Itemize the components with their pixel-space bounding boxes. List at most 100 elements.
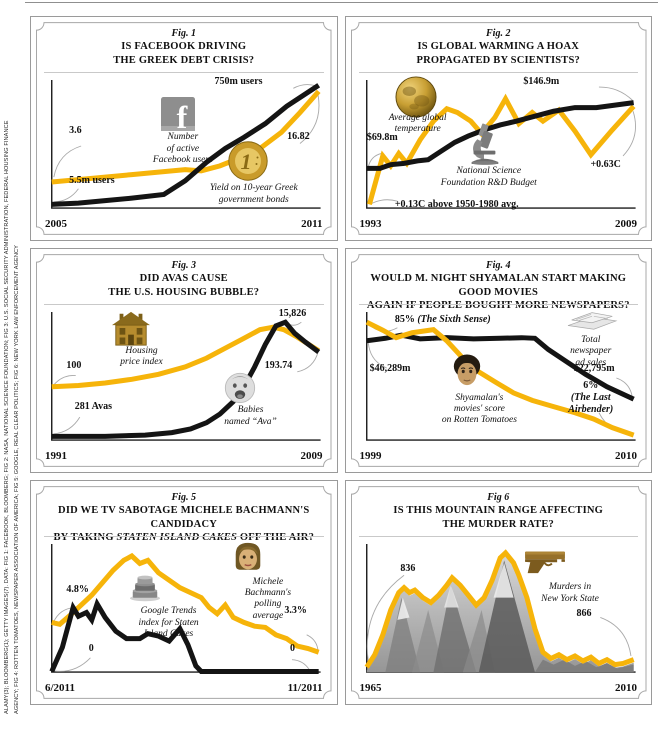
figure-number: Fig. 5 [171,492,196,503]
label-ad-sales-start: $46,289m [369,362,411,374]
x-axis-end-label: 2010 [615,682,637,694]
figure-title: WOULD M. NIGHT SHYAMALAN START MAKING GO… [366,273,630,312]
caption-housing-index: Housing price index [120,346,163,368]
figure-panel-2: Fig. 2 IS GLOBAL WARMING A HOAX PROPAGATE… [344,16,652,241]
figure-title: DID WE TV SABOTAGE MICHELE BACHMANN'S CA… [53,505,315,544]
caption-newspaper-ad-sales: Total newspaper ad sales [570,334,612,368]
label-housing-index-end: 193.74 [264,360,293,372]
panel-content: Fig. 3 DID AVAS CAUSE THE U.S. HOUSING BU… [44,259,324,463]
facebook-icon [161,97,195,131]
panel-frame-border [350,254,646,467]
figure-title: DID AVAS CAUSE THE U.S. HOUSING BUBBLE? [108,273,260,298]
chart-plot [44,540,324,681]
label-polling-end: 3.3% [284,604,307,616]
figure-panel-3: Fig. 3 DID AVAS CAUSE THE U.S. HOUSING BU… [30,248,338,473]
caption-babies-ava: Babies named “Ava” [224,405,277,427]
microscope-icon [465,123,503,165]
figure-panel-6: Fig 6 IS THIS MOUNTAIN RANGE AFFECTING TH… [344,480,652,705]
x-axis-labels: 1965 2010 [359,681,639,695]
figure-title: IS FACEBOOK DRIVING THE GREEK DEBT CRISIS… [113,41,255,66]
x-axis-labels: 1991 2009 [44,449,324,463]
caption-greek-bonds: Yield on 10-year Greek government bonds [209,183,298,205]
title-divider [44,304,324,305]
label-avas-start: 281 Avas [74,401,113,413]
figures-grid: Fig. 1 IS FACEBOOK DRIVING THE GREEK DEBT… [30,16,652,705]
label-bond-yield-start: 3.6 [69,125,82,137]
house-icon [108,309,154,347]
figure-number: Fig. 4 [486,260,511,271]
figure-number: Fig. 3 [171,260,196,271]
photo-data-credits: ALAMY(3); BLOOMBERG(1); GETTY IMAGES(7).… [3,14,22,714]
label-avas-peak: 15,826 [278,308,307,319]
caption-google-trends: Google Trends index for Staten Island Ca… [138,606,199,640]
chart-area: 836 866 Murders in New York State [359,540,639,681]
caption-murders-ny: Murders in New York State [541,582,599,604]
figure-panel-4: Fig. 4 WOULD M. NIGHT SHYAMALAN START MA… [344,248,652,473]
x-axis-start-label: 1965 [359,682,382,694]
x-axis-labels: 1993 2009 [359,217,639,231]
x-axis-labels: 2005 2011 [44,217,324,231]
x-axis-end-label: 2009 [615,218,637,230]
title-divider [358,536,638,537]
label-murders-end: 866 [576,607,592,619]
label-fb-users-start: 5.5m users [69,174,115,186]
label-rt-score-start: 85% (The Sixth Sense) [394,313,491,325]
x-axis-end-label: 2010 [615,450,637,462]
x-axis-start-label: 1991 [45,450,67,462]
x-axis-start-label: 6/2011 [45,682,75,694]
x-axis-labels: 6/2011 11/2011 [44,681,324,695]
panel-frame-border [350,486,646,699]
x-axis-start-label: 1999 [359,450,382,462]
label-rt-score-end: 6% (The Last Airbender) [568,379,614,415]
panel-frame-border [36,254,332,467]
caption-nsf-budget: National Science Foundation R&D Budget [440,166,537,188]
label-nsf-budget-end: $146.9m [523,76,560,87]
x-axis-labels: 1999 2010 [359,449,639,463]
label-bond-yield-end: 16.82 [287,130,310,142]
title-divider [44,536,324,537]
title-divider [44,72,324,73]
label-murders-start: 836 [400,562,416,574]
label-fb-users-end: 750m users [214,76,263,87]
chart-plot [44,76,324,217]
figure-number: Fig. 1 [171,28,196,39]
figure-title: IS GLOBAL WARMING A HOAX PROPAGATED BY SC… [416,41,580,66]
figure-number: Fig. 2 [486,28,511,39]
panel-content: Fig. 1 IS FACEBOOK DRIVING THE GREEK DEBT… [44,27,324,231]
panel-frame-border [36,22,332,235]
panel-content: Fig 6 IS THIS MOUNTAIN RANGE AFFECTING TH… [358,491,639,695]
label-ad-sales-end: $22,795m [573,362,615,374]
caption-shyamalan-score: Shyamalan's movies' score on Rotten Toma… [441,392,517,426]
title-divider [358,304,638,305]
shyamalan-icon [451,353,483,389]
chart-area: 85% (The Sixth Sense) $46,289m $22,795m 6%(… [359,308,639,449]
x-axis-end-label: 11/2011 [287,682,323,694]
baby-icon [223,370,257,404]
chart-area: 100 281 Avas 15,826 193.74 Housing price ind… [44,308,324,449]
x-axis-start-label: 2005 [45,218,67,230]
label-trends-end: 0 [289,642,295,654]
panel-content: Fig. 5 DID WE TV SABOTAGE MICHELE BACHMA… [44,491,324,695]
x-axis-start-label: 1993 [359,218,382,230]
credits-line-2: AGENCY; FIG 4: ROTTEN TOMATOES, NEWSPAPE… [13,245,20,714]
panel-frame-border [350,22,646,235]
label-trends-start: 0 [88,642,94,654]
label-nsf-budget-start: $69.8m [366,132,398,144]
label-temperature-end: +0.63C [590,159,621,171]
page-top-rule [25,2,658,3]
credits-line-1: ALAMY(3); BLOOMBERG(1); GETTY IMAGES(7).… [4,120,10,714]
x-axis-end-label: 2011 [301,218,323,230]
figure-panel-5: Fig. 5 DID WE TV SABOTAGE MICHELE BACHMA… [30,480,338,705]
gun-icon [521,548,569,574]
panel-frame-border [36,486,332,699]
x-axis-end-label: 2009 [300,450,323,462]
label-temperature-start: +0.13C above 1950-1980 avg. [394,198,519,210]
chart-area: 3.6 5.5m users 750m users 16.82 Number of ac… [44,76,324,217]
chart-plot [359,308,639,449]
caption-facebook-users: Number of active Facebook users [152,132,213,166]
label-polling-start: 4.8% [66,583,89,595]
chart-area: 4.8% 0 3.3% 0 Google Trends index for Staten… [44,540,324,681]
chart-area: $69.8m +0.13C above 1950-1980 avg. $146.9m… [359,76,639,217]
bachmann-icon [231,540,265,576]
caption-bachmann-polling: Michele Bachmann's polling average [244,576,292,621]
